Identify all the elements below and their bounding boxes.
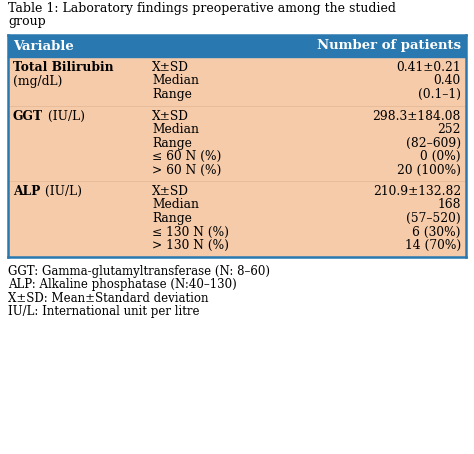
- Text: Total Bilirubin: Total Bilirubin: [13, 61, 114, 74]
- Text: 14 (70%): 14 (70%): [405, 239, 461, 252]
- Text: Table 1: Laboratory findings preoperative among the studied: Table 1: Laboratory findings preoperativ…: [8, 2, 396, 15]
- Text: X±SD: Mean±Standard deviation: X±SD: Mean±Standard deviation: [8, 291, 209, 305]
- Text: Median: Median: [152, 74, 199, 88]
- Text: 6 (30%): 6 (30%): [412, 226, 461, 238]
- Text: (82–609): (82–609): [406, 137, 461, 149]
- Text: ≤ 130 N (%): ≤ 130 N (%): [152, 226, 229, 238]
- Text: Median: Median: [152, 123, 199, 136]
- Bar: [8, 35, 466, 57]
- Text: 168: 168: [438, 198, 461, 212]
- Text: ALP: ALP: [13, 185, 40, 198]
- Text: X±SD: X±SD: [152, 109, 189, 123]
- Text: GGT: GGT: [13, 109, 43, 123]
- Text: group: group: [8, 15, 46, 29]
- Text: Median: Median: [152, 198, 199, 212]
- Text: ≤ 60 N (%): ≤ 60 N (%): [152, 150, 221, 163]
- Text: GGT: Gamma-glutamyltransferase (N: 8–60): GGT: Gamma-glutamyltransferase (N: 8–60): [8, 265, 270, 277]
- Text: Variable: Variable: [13, 39, 74, 53]
- Text: (mg/dL): (mg/dL): [13, 74, 63, 88]
- Text: 0.40: 0.40: [434, 74, 461, 88]
- Text: Range: Range: [152, 212, 192, 225]
- Text: 210.9±132.82: 210.9±132.82: [373, 185, 461, 198]
- Text: Number of patients: Number of patients: [317, 39, 461, 53]
- Text: Range: Range: [152, 137, 192, 149]
- Text: (IU/L): (IU/L): [41, 185, 82, 198]
- Text: Range: Range: [152, 88, 192, 101]
- Bar: [8, 57, 466, 257]
- Text: 20 (100%): 20 (100%): [397, 163, 461, 177]
- Text: > 60 N (%): > 60 N (%): [152, 163, 221, 177]
- Text: (57–520): (57–520): [406, 212, 461, 225]
- Text: 0 (0%): 0 (0%): [420, 150, 461, 163]
- Text: 252: 252: [438, 123, 461, 136]
- Text: (0.1–1): (0.1–1): [418, 88, 461, 101]
- Text: IU/L: International unit per litre: IU/L: International unit per litre: [8, 305, 200, 318]
- Text: X±SD: X±SD: [152, 185, 189, 198]
- Text: 298.3±184.08: 298.3±184.08: [373, 109, 461, 123]
- Text: > 130 N (%): > 130 N (%): [152, 239, 229, 252]
- Text: ALP: Alkaline phosphatase (N:40–130): ALP: Alkaline phosphatase (N:40–130): [8, 278, 237, 291]
- Text: 0.41±0.21: 0.41±0.21: [396, 61, 461, 74]
- Text: (IU/L): (IU/L): [44, 109, 85, 123]
- Text: X±SD: X±SD: [152, 61, 189, 74]
